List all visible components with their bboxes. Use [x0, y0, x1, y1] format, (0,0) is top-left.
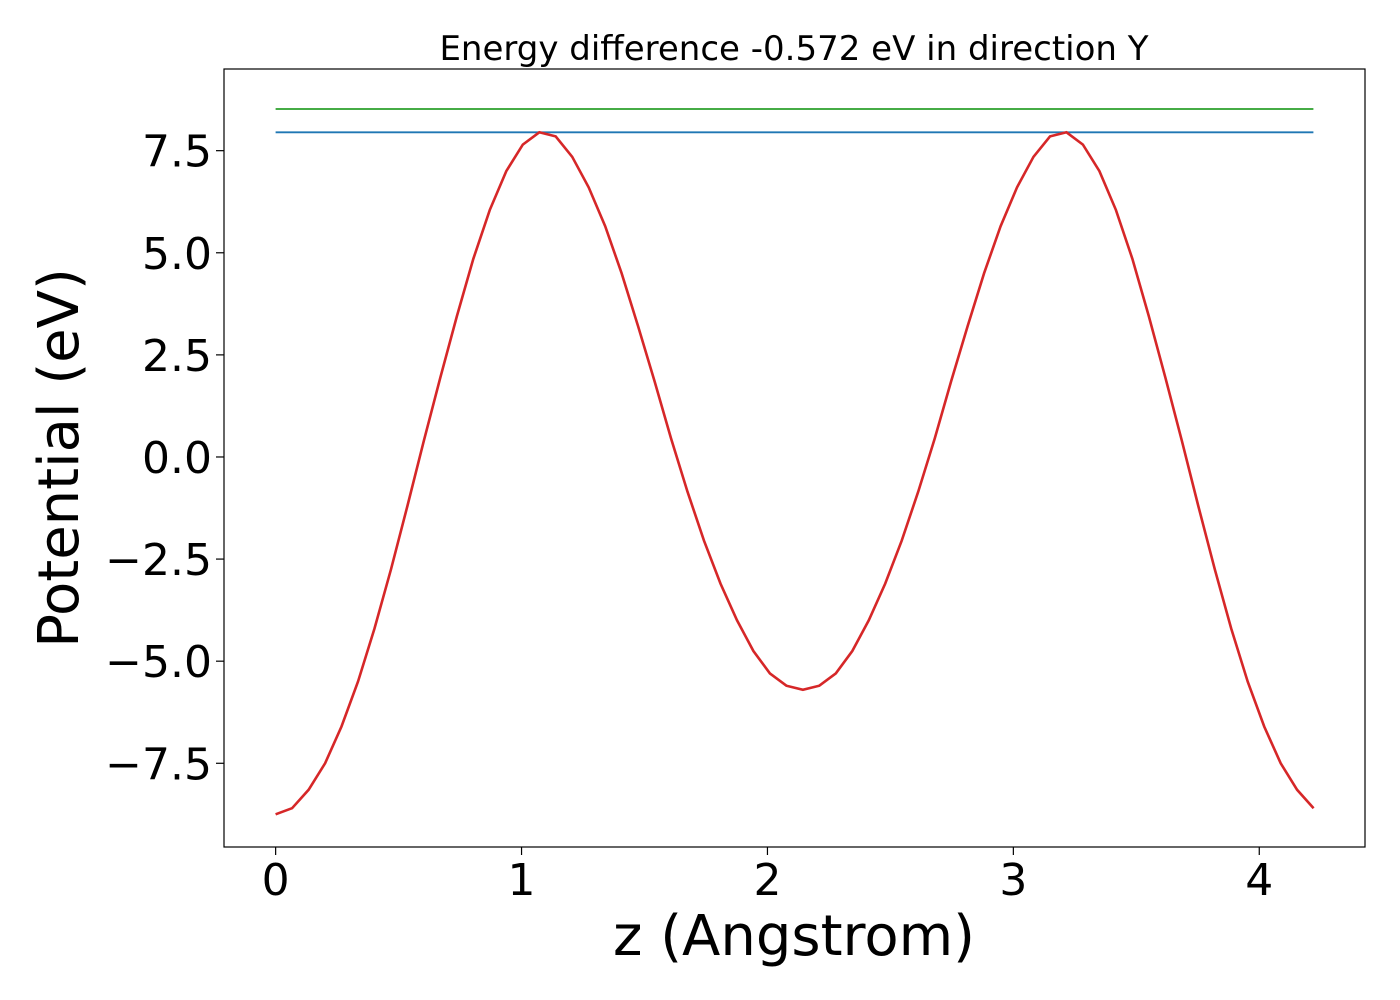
y-tick-label: −7.5	[105, 739, 212, 790]
y-tick-label: −5.0	[105, 637, 212, 688]
y-tick-label: 0.0	[142, 433, 212, 484]
series-line-2	[275, 130, 1315, 816]
y-tick-label: 5.0	[142, 229, 212, 280]
y-tick-label: 7.5	[142, 127, 212, 178]
plot-lines	[275, 108, 1315, 816]
x-axis-label: z (Angstrom)	[613, 904, 975, 969]
y-tick-label: 2.5	[142, 331, 212, 382]
x-tick-label: 1	[508, 855, 536, 906]
y-tick-label: −2.5	[105, 535, 212, 586]
x-axis-ticks: 0 1 2 3 4	[262, 847, 1273, 906]
plot-frame	[223, 68, 1366, 848]
x-tick-label: 4	[1245, 855, 1273, 906]
chart-title: Energy difference -0.572 eV in direction…	[439, 29, 1148, 69]
x-tick-label: 2	[753, 855, 781, 906]
y-axis-label: Potential (eV)	[27, 268, 92, 648]
y-axis-ticks: −7.5 −5.0 −2.5 0.0 2.5 5.0 7.5	[105, 127, 224, 790]
x-tick-label: 0	[262, 855, 290, 906]
x-tick-label: 3	[999, 855, 1027, 906]
